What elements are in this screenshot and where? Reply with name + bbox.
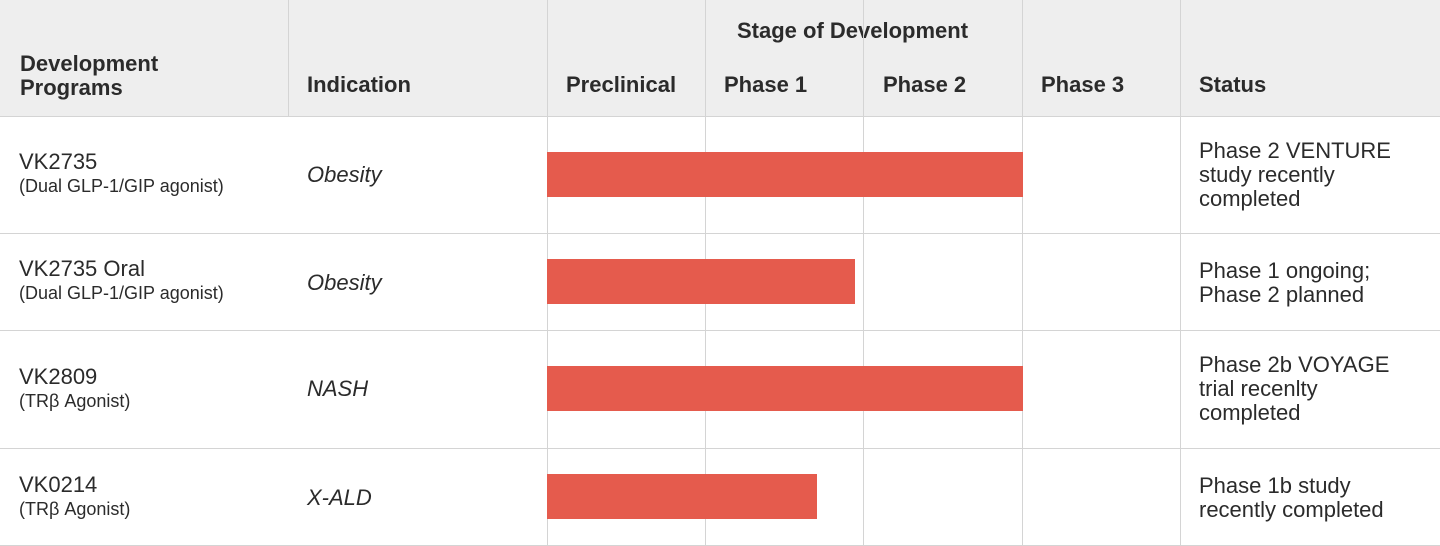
program-name: VK2735 Oral <box>19 256 145 281</box>
row-divider <box>0 116 1440 117</box>
program-name: VK2809 <box>19 364 98 389</box>
row-divider <box>0 330 1440 331</box>
program-name: VK2735 <box>19 149 98 174</box>
header-indication: Indication <box>307 72 411 97</box>
program-mechanism: (Dual GLP-1/GIP agonist) <box>19 283 224 303</box>
column-divider <box>1022 0 1023 546</box>
program-mechanism: (Dual GLP-1/GIP agonist) <box>19 176 224 196</box>
stage-progress-bar <box>547 474 817 519</box>
program-indication: Obesity <box>307 162 382 187</box>
program-indication: Obesity <box>307 270 382 295</box>
program-indication: NASH <box>307 376 369 401</box>
table-row: VK2809 (TRβ Agonist) <box>19 364 130 412</box>
program-mechanism: (TRβ Agonist) <box>19 499 131 519</box>
table-header <box>0 0 1440 116</box>
program-status: Phase 1b study recently completed <box>1199 473 1384 522</box>
row-divider <box>0 448 1440 449</box>
header-stage-preclinical: Preclinical <box>566 72 677 97</box>
program-status: Phase 1 ongoing; Phase 2 planned <box>1199 258 1371 307</box>
row-divider <box>0 233 1440 234</box>
header-stage-phase-2: Phase 2 <box>883 72 967 97</box>
table-row: VK2735 Oral (Dual GLP-1/GIP agonist) <box>19 256 224 304</box>
header-stage-of-development: Stage of Development <box>737 18 969 43</box>
stage-progress-bar <box>547 366 1023 411</box>
table-row: VK2735 (Dual GLP-1/GIP agonist) <box>19 149 224 197</box>
table-row: VK0214 (TRβ Agonist) <box>19 472 130 520</box>
column-divider <box>1180 0 1181 546</box>
program-mechanism: (TRβ Agonist) <box>19 391 131 411</box>
header-stage-phase-1: Phase 1 <box>724 72 808 97</box>
program-indication: X-ALD <box>307 485 372 510</box>
header-development-programs: Development Programs <box>20 51 159 100</box>
program-name: VK0214 <box>19 472 98 497</box>
program-status: Phase 2 VENTURE study recently completed <box>1199 138 1391 211</box>
stage-progress-bar <box>547 259 855 304</box>
header-status: Status <box>1199 72 1267 97</box>
header-stage-phase-3: Phase 3 <box>1041 72 1125 97</box>
stage-progress-bar <box>547 152 1023 197</box>
column-divider <box>288 0 289 116</box>
column-divider <box>863 0 864 546</box>
program-status: Phase 2b VOYAGE trial recenlty completed <box>1199 352 1390 425</box>
